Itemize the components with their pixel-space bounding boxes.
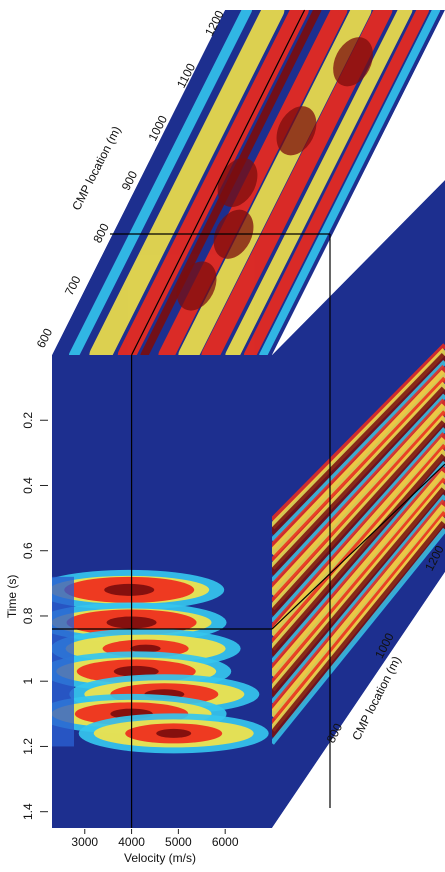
side-panel-semblance — [272, 343, 445, 745]
top-streak-0 — [69, 10, 252, 355]
top-cmp-tick-label-1: 700 — [62, 273, 84, 297]
side-reflection-3 — [272, 360, 445, 543]
top-streak-5 — [178, 10, 372, 355]
semblance-event-3-layer-3 — [113, 665, 159, 677]
top-streak-2 — [117, 10, 309, 355]
velocity-tick-label-1: 4000 — [118, 835, 145, 849]
side-reflection-15 — [272, 427, 445, 624]
time-axis-label: Time (s) — [5, 575, 19, 619]
top-cmp-tick-label-0: 600 — [34, 326, 56, 350]
top-hot-spot-2 — [276, 106, 317, 156]
side-reflection-6 — [272, 376, 445, 563]
semblance-event-6-layer-3 — [156, 728, 192, 738]
velocity-axis-label: Velocity (m/s) — [124, 851, 196, 865]
velocity-tick-label-2: 5000 — [165, 835, 192, 849]
top-streak-8 — [244, 10, 429, 355]
crosshairs — [52, 9, 445, 828]
top-streak-1 — [89, 10, 285, 355]
side-reflection-8 — [272, 386, 445, 578]
time-tick-label-2: 0.6 — [21, 542, 35, 559]
side-reflection-24 — [272, 477, 445, 684]
top-streak-9 — [259, 10, 441, 355]
top-cmp-tick-label-2: 800 — [90, 221, 112, 245]
time-tick-label-3: 0.8 — [21, 607, 35, 624]
side-reflection-12 — [272, 410, 445, 603]
side-reflection-0 — [272, 343, 445, 522]
time-tick-label-5: 1.2 — [21, 738, 35, 755]
top-streak-7 — [225, 10, 413, 355]
side-reflection-14 — [272, 420, 445, 618]
side-reflection-30 — [272, 511, 445, 725]
crosshair-velocity-top — [131, 9, 306, 356]
side-reflection-21 — [272, 460, 445, 664]
side-reflection-11 — [272, 403, 445, 598]
side-reflection-33 — [272, 527, 445, 745]
velocity-tick-label-0: 3000 — [71, 835, 98, 849]
crosshair-time-side — [271, 463, 445, 630]
side-reflection-20 — [272, 453, 445, 659]
front-panel-semblance — [52, 569, 269, 754]
side-reflection-18 — [272, 443, 445, 644]
shallow-velocity-halo — [52, 576, 74, 747]
top-cmp-axis-label: CMP location (m) — [69, 124, 123, 213]
side-reflection-29 — [272, 504, 445, 720]
semblance-event-2-layer-3 — [130, 644, 161, 653]
top-hot-spot-1 — [217, 157, 258, 208]
top-hot-spot-4 — [176, 261, 217, 311]
time-tick-label-0: 0.2 — [21, 412, 35, 429]
side-reflection-5 — [272, 369, 445, 557]
side-reflection-17 — [272, 437, 445, 638]
side-reflection-27 — [272, 494, 445, 705]
time-tick-label-6: 1.4 — [21, 803, 35, 820]
side-reflection-9 — [272, 393, 445, 583]
front-panel — [52, 355, 272, 828]
time-tick-label-4: 1 — [21, 678, 35, 685]
side-reflection-32 — [272, 520, 445, 740]
top-hot-spot-3 — [333, 37, 373, 87]
side-reflection-26 — [272, 487, 445, 699]
velocity-tick-label-3: 6000 — [212, 835, 239, 849]
side-reflection-2 — [272, 353, 445, 537]
side-panel — [272, 180, 445, 828]
time-tick-label-1: 0.4 — [21, 477, 35, 494]
semblance-event-0-layer-3 — [104, 583, 155, 596]
side-reflection-23 — [272, 470, 445, 679]
